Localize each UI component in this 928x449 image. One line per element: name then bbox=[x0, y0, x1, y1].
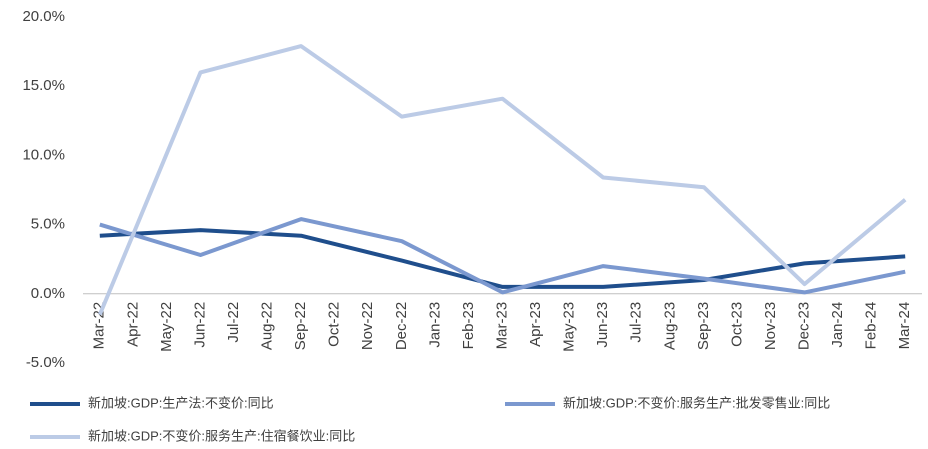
x-tick-label: Feb-23 bbox=[460, 302, 477, 350]
x-tick-label: Mar-24 bbox=[896, 302, 913, 350]
legend-label: 新加坡:GDP:不变价:服务生产:住宿餐饮业:同比 bbox=[88, 428, 355, 443]
series-line bbox=[99, 217, 906, 295]
y-tick-label: 0.0% bbox=[31, 285, 65, 302]
y-tick-label: 5.0% bbox=[31, 216, 65, 233]
y-tick-label: 15.0% bbox=[22, 77, 65, 94]
x-tick-label: Jan-24 bbox=[829, 302, 846, 348]
x-tick-label: Dec-22 bbox=[393, 302, 410, 350]
x-tick-label: Jun-23 bbox=[594, 302, 611, 348]
legend-label: 新加坡:GDP:生产法:不变价:同比 bbox=[88, 395, 274, 410]
legend-label: 新加坡:GDP:不变价:服务生产:批发零售业:同比 bbox=[563, 395, 830, 410]
x-tick-label: Nov-23 bbox=[762, 302, 779, 350]
x-tick-label: Jan-23 bbox=[426, 302, 443, 348]
x-tick-label: Oct-23 bbox=[728, 302, 745, 347]
y-tick-label: -5.0% bbox=[26, 354, 65, 371]
series-line bbox=[99, 228, 906, 289]
x-tick-label: Aug-22 bbox=[259, 302, 276, 350]
x-tick-label: Feb-24 bbox=[863, 302, 880, 350]
y-tick-label: 10.0% bbox=[22, 146, 65, 163]
x-tick-label: Jul-22 bbox=[225, 302, 242, 343]
x-tick-label: Nov-22 bbox=[359, 302, 376, 350]
x-tick-label: Dec-23 bbox=[796, 302, 813, 350]
x-tick-label: Sep-23 bbox=[695, 302, 712, 350]
x-tick-label: Jun-22 bbox=[191, 302, 208, 348]
x-tick-label: Apr-23 bbox=[527, 302, 544, 347]
x-tick-label: Jul-23 bbox=[628, 302, 645, 343]
x-tick-label: Mar-22 bbox=[91, 302, 108, 350]
x-tick-label: May-23 bbox=[561, 302, 578, 352]
y-tick-label: 20.0% bbox=[22, 8, 65, 25]
x-tick-label: Aug-23 bbox=[661, 302, 678, 350]
x-tick-label: Sep-22 bbox=[292, 302, 309, 350]
series-line bbox=[97, 44, 907, 316]
x-tick-label: Oct-22 bbox=[326, 302, 343, 347]
x-tick-label: May-22 bbox=[158, 302, 175, 352]
x-tick-label: Mar-23 bbox=[493, 302, 510, 350]
x-tick-label: Apr-22 bbox=[124, 302, 141, 347]
